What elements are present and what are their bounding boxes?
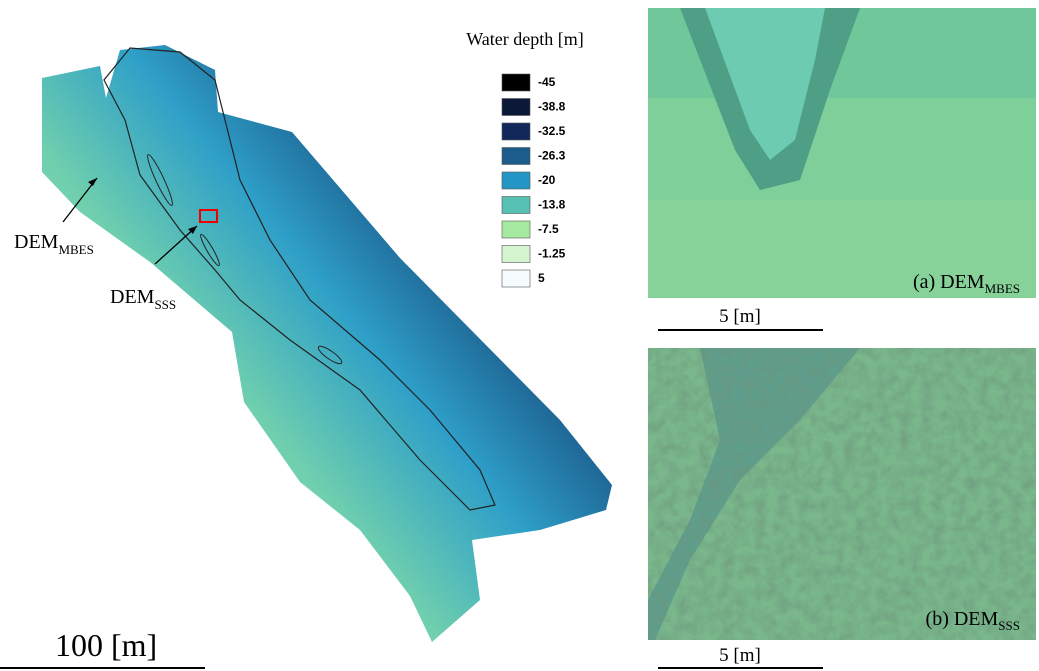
legend-label: -26.3 (538, 149, 566, 163)
map-label: DEMSSS (110, 286, 176, 312)
legend-swatch (502, 148, 530, 165)
legend-title: Water depth [m] (466, 29, 584, 49)
legend-label: -1.25 (538, 247, 566, 261)
legend-label: 5 (538, 271, 545, 285)
legend-swatch (502, 74, 530, 91)
legend-label: -45 (538, 75, 556, 89)
map-label: DEMMBES (14, 231, 94, 257)
scale-label: 5 [m] (719, 306, 761, 327)
legend-swatch (502, 246, 530, 263)
scale-label: 5 [m] (719, 645, 761, 666)
legend-swatch (502, 221, 530, 238)
legend-swatch (502, 172, 530, 189)
legend-label: -38.8 (538, 100, 566, 114)
legend-label: -13.8 (538, 198, 566, 212)
legend-swatch (502, 123, 530, 140)
legend-label: -32.5 (538, 124, 566, 138)
scale-label: 100 [m] (55, 627, 157, 663)
legend-swatch (502, 270, 530, 287)
legend-swatch (502, 197, 530, 214)
legend-swatch (502, 99, 530, 116)
figure: DEMMBES DEMSSS 100 [m] Water depth [m] -… (0, 0, 1039, 671)
legend-label: -7.5 (538, 222, 559, 236)
legend-label: -20 (538, 173, 556, 187)
